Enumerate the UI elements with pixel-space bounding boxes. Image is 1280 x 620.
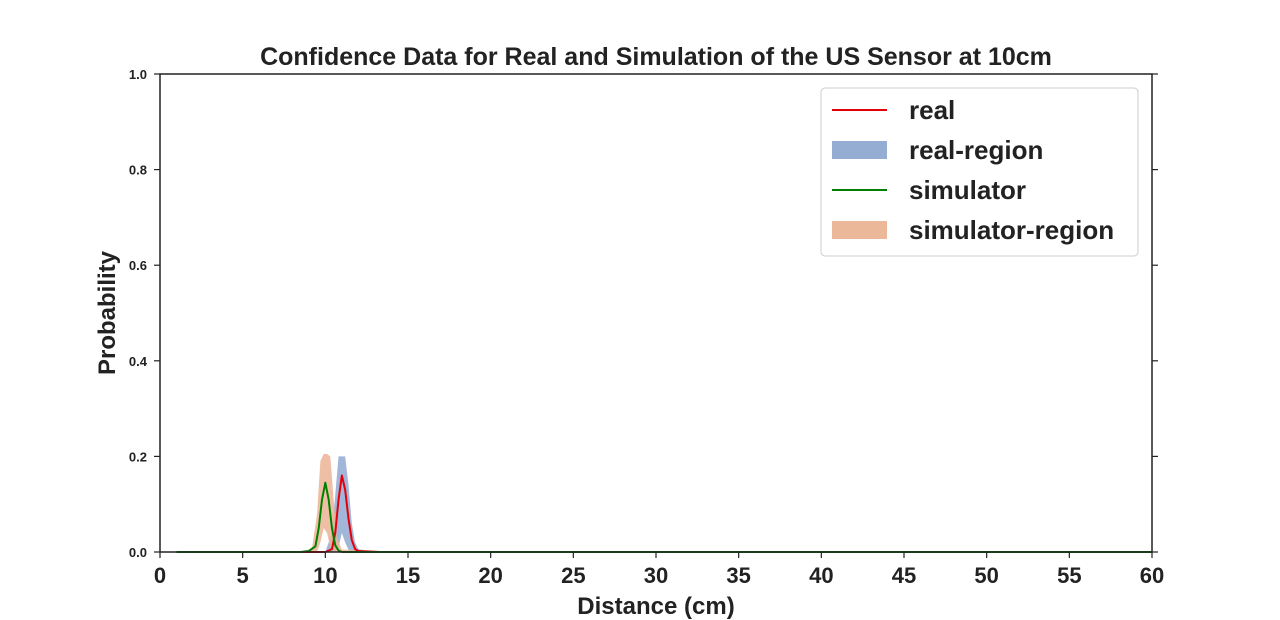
x-tick-label: 5 (237, 563, 249, 588)
x-tick-label: 0 (154, 563, 166, 588)
legend-swatch-simulator-region (832, 221, 887, 239)
x-tick-label: 50 (974, 563, 998, 588)
legend-label-simulator: simulator (909, 175, 1026, 205)
x-tick-label: 45 (892, 563, 916, 588)
x-axis-label: Distance (cm) (577, 593, 734, 620)
x-tick-label: 40 (809, 563, 833, 588)
x-tick-label: 10 (313, 563, 337, 588)
x-tick-label: 30 (644, 563, 668, 588)
legend: real real-region simulator simulator-region (820, 87, 1139, 257)
x-tick-label: 55 (1057, 563, 1081, 588)
x-tick-label: 60 (1140, 563, 1164, 588)
axes: 0 5 10 15 20 25 30 35 40 45 50 55 60 0.0 0.2 0.4 0.6 0.8 1… (129, 67, 1164, 588)
x-tick-label: 20 (478, 563, 502, 588)
chart-title: Confidence Data for Real and Simulation … (260, 43, 1052, 71)
legend-box (820, 87, 1139, 257)
y-tick-label: 0.4 (129, 354, 148, 369)
x-tick-label: 35 (726, 563, 750, 588)
y-tick-label: 0.2 (129, 449, 147, 464)
y-axis-label: Probability (94, 250, 121, 375)
legend-label-real-region: real-region (909, 135, 1043, 165)
y-tick-label: 0.0 (129, 545, 147, 560)
legend-swatch-real-region (832, 141, 887, 159)
y-tick-label: 0.6 (129, 258, 147, 273)
y-tick-label: 1.0 (129, 67, 147, 82)
legend-label-simulator-region: simulator-region (909, 215, 1114, 245)
x-tick-label: 15 (396, 563, 420, 588)
legend-label-real: real (909, 95, 955, 125)
y-tick-label: 0.8 (129, 163, 147, 178)
x-tick-label: 25 (561, 563, 585, 588)
